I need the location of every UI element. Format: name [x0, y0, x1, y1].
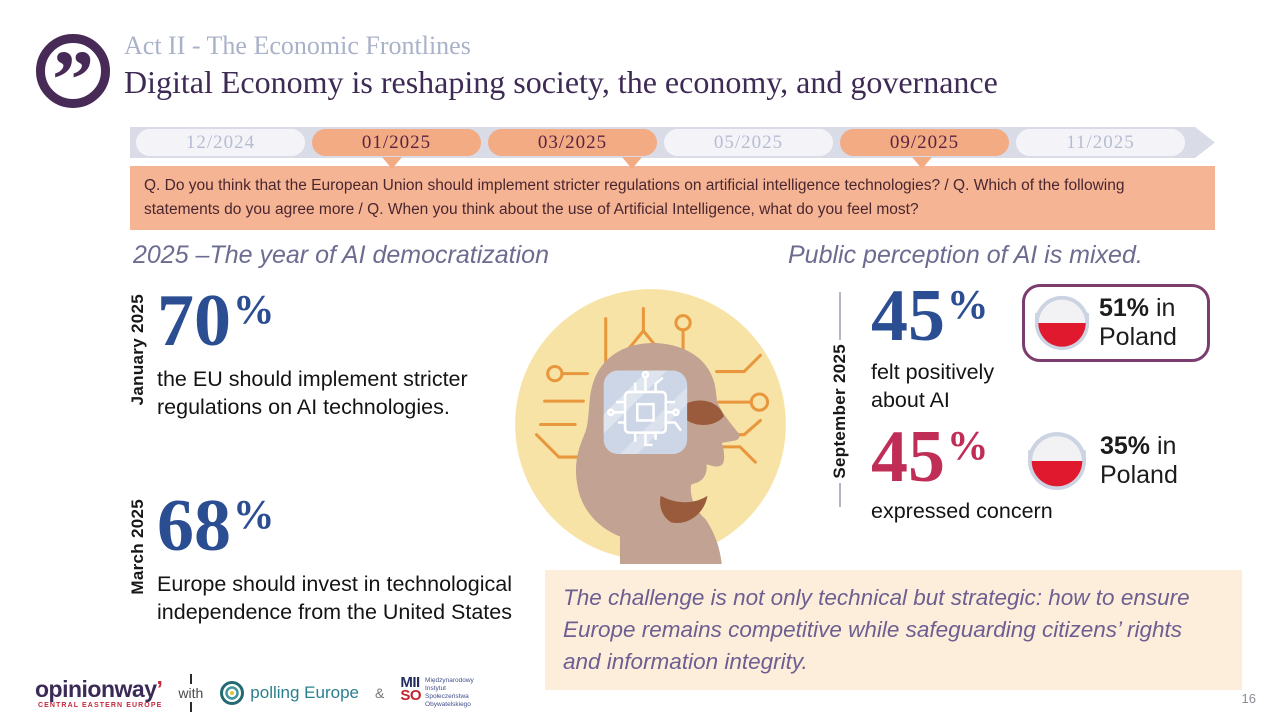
miiso-wordmark: MII SO — [400, 674, 422, 705]
timeline-date-12-2024: 12/2024 — [136, 129, 305, 156]
poland-badge-concern: 35% in Poland — [1026, 430, 1200, 492]
divider-line — [189, 702, 192, 712]
stat-description: Europe should invest in technological in… — [157, 572, 512, 624]
poland-badge-positive: 51% in Poland — [1022, 284, 1210, 362]
stat-march-2025: March 2025 68% Europe should invest in t… — [128, 485, 547, 626]
axis-line — [839, 482, 841, 507]
divider-line — [189, 674, 192, 684]
stat-value: 70% — [157, 280, 275, 362]
survey-questions: Q. Do you think that the European Union … — [130, 166, 1215, 231]
stat-period-label: January 2025 — [128, 294, 147, 406]
timeline-pointer-icon — [912, 157, 932, 169]
stat-description: felt positively about AI — [871, 360, 995, 412]
page-title: Digital Economy is reshaping society, th… — [124, 64, 998, 100]
timeline-date-03-2025: 03/2025 — [488, 129, 657, 156]
stat-period-label: March 2025 — [128, 499, 147, 595]
timeline-date-11-2025: 11/2025 — [1016, 129, 1185, 156]
ampersand: & — [375, 685, 385, 701]
stat-value: 45% — [871, 416, 989, 498]
polling-europe-icon — [220, 681, 245, 705]
right-section-heading: Public perception of AI is mixed. — [788, 241, 1143, 269]
timeline-date-01-2025: 01/2025 — [312, 129, 481, 156]
left-section-heading: 2025 –The year of AI democratization — [133, 241, 549, 269]
section-kicker: Act II - The Economic Frontlines — [124, 31, 471, 60]
september-axis: September 2025 — [830, 292, 850, 507]
poland-flag-icon — [1028, 432, 1086, 490]
with-label: with — [178, 685, 204, 701]
stat-positive-ai: 45% felt positively about AI — [862, 275, 1051, 414]
timeline-bar: 12/2024 01/2025 03/2025 05/2025 09/2025 … — [130, 127, 1215, 158]
stat-description: expressed concern — [871, 499, 1053, 524]
ai-head-illustration — [515, 289, 786, 564]
polling-europe-logo: polling Europe — [219, 680, 359, 706]
footer-logos: opinionway’ CENTRAL EASTERN EUROPE with … — [35, 674, 489, 712]
opinionway-logo: opinionway’ CENTRAL EASTERN EUROPE — [35, 675, 163, 709]
polling-europe-wordmark: polling Europe — [250, 683, 359, 702]
stat-concern-ai: 45% expressed concern — [862, 416, 1151, 526]
stat-value: 68% — [157, 485, 275, 567]
timeline-date-09-2025: 09/2025 — [840, 129, 1009, 156]
stat-description: the EU should implement stricter regulat… — [157, 367, 468, 419]
quote-icon: ” — [36, 34, 110, 123]
stat-period-label: September 2025 — [830, 344, 849, 479]
miiso-logo: MII SO Międzynarodowy Instytut Społeczeń… — [400, 674, 489, 708]
page-number: 16 — [1241, 691, 1256, 706]
poland-flag-icon — [1034, 295, 1090, 351]
stat-value: 45% — [871, 275, 989, 357]
stat-january-2025: January 2025 70% the EU should implement… — [128, 280, 492, 421]
timeline-pointer-icon — [382, 157, 402, 169]
strategic-callout: The challenge is not only technical but … — [545, 570, 1242, 690]
poland-stat: 51% in Poland — [1099, 294, 1177, 351]
axis-line — [839, 292, 841, 340]
timeline-date-05-2025: 05/2025 — [664, 129, 833, 156]
quote-glyph: ” — [52, 34, 94, 127]
opinionway-wordmark: opinionway’ — [35, 675, 163, 702]
poland-stat: 35% in Poland — [1100, 432, 1178, 489]
timeline-pointer-icon — [622, 157, 642, 169]
miiso-fullname: Międzynarodowy Instytut Społeczeństwa Ob… — [425, 677, 474, 708]
timeline: 12/2024 01/2025 03/2025 05/2025 09/2025 … — [130, 127, 1215, 231]
with-divider: with — [178, 674, 203, 712]
opinionway-subtitle: CENTRAL EASTERN EUROPE — [37, 701, 163, 709]
